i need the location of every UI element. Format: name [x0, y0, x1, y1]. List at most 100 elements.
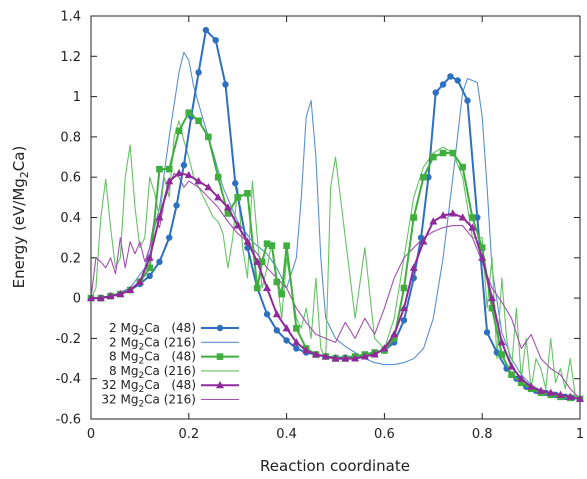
series-point-2	[449, 149, 457, 157]
series-point-2	[224, 210, 232, 217]
legend-label: 2 Mg2Ca (48)	[109, 321, 196, 338]
series-point-2	[478, 244, 486, 252]
series-point-4	[282, 324, 291, 332]
legend-label: 8 Mg2Ca (48)	[109, 350, 196, 367]
series-point-4	[409, 263, 418, 271]
series-point-2	[400, 284, 408, 292]
series-point-4	[321, 352, 330, 360]
legend-label-part1: 8 Mg	[109, 364, 138, 378]
series-point-4	[96, 293, 105, 302]
legend-label-subscript: 2	[138, 357, 144, 367]
legend-entry-5: 32 Mg2Ca (216)	[101, 393, 239, 410]
series-point-4	[380, 344, 389, 352]
legend-label-part2: Ca (216)	[144, 335, 196, 349]
y-tick-label: 1.4	[60, 10, 81, 25]
series-point-4	[145, 253, 154, 261]
series-point-4	[292, 338, 301, 346]
series-point-4	[116, 289, 125, 298]
legend-label-subscript: 2	[138, 342, 144, 352]
series-point-2	[293, 325, 300, 332]
series-point-2	[273, 278, 281, 286]
legend-label-subscript: 2	[138, 385, 144, 395]
y-tick-label: 1.2	[60, 50, 81, 65]
y-axis-title: Energy (eV/Mg2Ca)	[10, 146, 31, 289]
series-point-2	[439, 149, 447, 157]
series-point-2	[234, 194, 241, 201]
series-point-0	[439, 81, 447, 88]
series-point-0	[222, 81, 229, 88]
series-point-0	[166, 234, 173, 241]
x-tick-label: 0.6	[374, 427, 395, 442]
legend-label-part1: 8 Mg	[109, 350, 138, 364]
series-point-2	[244, 190, 251, 197]
series-point-4	[439, 211, 448, 219]
series-point-2	[390, 335, 398, 342]
series-point-4	[458, 213, 467, 221]
legend-entry-0: 2 Mg2Ca (48)	[109, 321, 239, 338]
series-point-4	[546, 388, 555, 396]
x-ticks: 0 0.2 0.4 0.6 0.8 1	[87, 16, 584, 442]
legend-label: 2 Mg2Ca (216)	[109, 335, 196, 352]
series-point-2	[268, 242, 276, 250]
series-point-0	[202, 26, 210, 34]
series-point-0	[464, 97, 471, 104]
series-point-2	[430, 153, 437, 161]
series-point-2	[146, 264, 153, 272]
legend-label-part1: 2 Mg	[109, 321, 138, 335]
series-point-0	[447, 73, 454, 80]
series-point-2	[258, 258, 266, 266]
series-point-0	[432, 89, 439, 96]
series-point-4	[566, 392, 575, 400]
series-point-4	[468, 223, 477, 231]
series-point-4	[507, 362, 516, 370]
series-point-4	[155, 213, 164, 221]
series-point-2	[420, 173, 427, 181]
series-point-2	[165, 165, 173, 173]
series-point-4	[126, 285, 135, 294]
series-point-0	[212, 36, 219, 44]
legend-label-subscript: 2	[138, 328, 144, 338]
series-point-2	[508, 371, 515, 378]
legend-label: 32 Mg2Ca (48)	[101, 378, 196, 395]
series-point-2	[410, 214, 418, 221]
y-tick-label: 0.8	[60, 130, 81, 145]
legend-label-part1: 2 Mg	[109, 335, 138, 349]
series-point-4	[204, 183, 213, 191]
series-point-4	[429, 217, 438, 225]
series-point-4	[184, 170, 193, 179]
y-tick-label: 0.6	[60, 171, 81, 186]
series-point-4	[165, 177, 174, 185]
legend-label-subscript: 2	[138, 400, 144, 410]
series-point-4	[487, 293, 496, 302]
y-tick-label: 0	[73, 292, 81, 307]
series-point-0	[454, 77, 461, 84]
series-point-2	[518, 379, 525, 387]
series-point-2	[156, 165, 163, 173]
series-point-2	[175, 127, 183, 135]
series-point-4	[448, 209, 457, 217]
series-point-0	[156, 258, 163, 266]
series-point-2	[278, 290, 286, 298]
legend-label-part2: Ca (216)	[144, 364, 196, 378]
y-tick-label: -0.2	[56, 332, 81, 347]
x-tick-label: 1	[576, 427, 584, 442]
series-point-4	[233, 221, 242, 229]
x-tick-label: 0.8	[472, 427, 493, 442]
series-point-2	[205, 133, 212, 141]
y-axis-title-subscript: 2	[18, 171, 31, 178]
series-point-2	[469, 214, 476, 221]
series-point-4	[399, 303, 408, 312]
legend-label: 8 Mg2Ca (216)	[109, 364, 196, 381]
series-point-4	[311, 350, 320, 358]
series-point-0	[483, 329, 491, 336]
series-point-2	[185, 109, 193, 117]
y-tick-label: 1	[73, 90, 81, 105]
series-point-4	[194, 177, 203, 185]
series-point-2	[488, 304, 496, 312]
legend-entry-1: 2 Mg2Ca (216)	[109, 335, 239, 352]
series-point-4	[478, 253, 487, 261]
y-axis-title-part1: Energy (eV/Mg	[10, 178, 28, 288]
series-point-2	[283, 242, 290, 250]
series-point-4	[351, 354, 360, 362]
